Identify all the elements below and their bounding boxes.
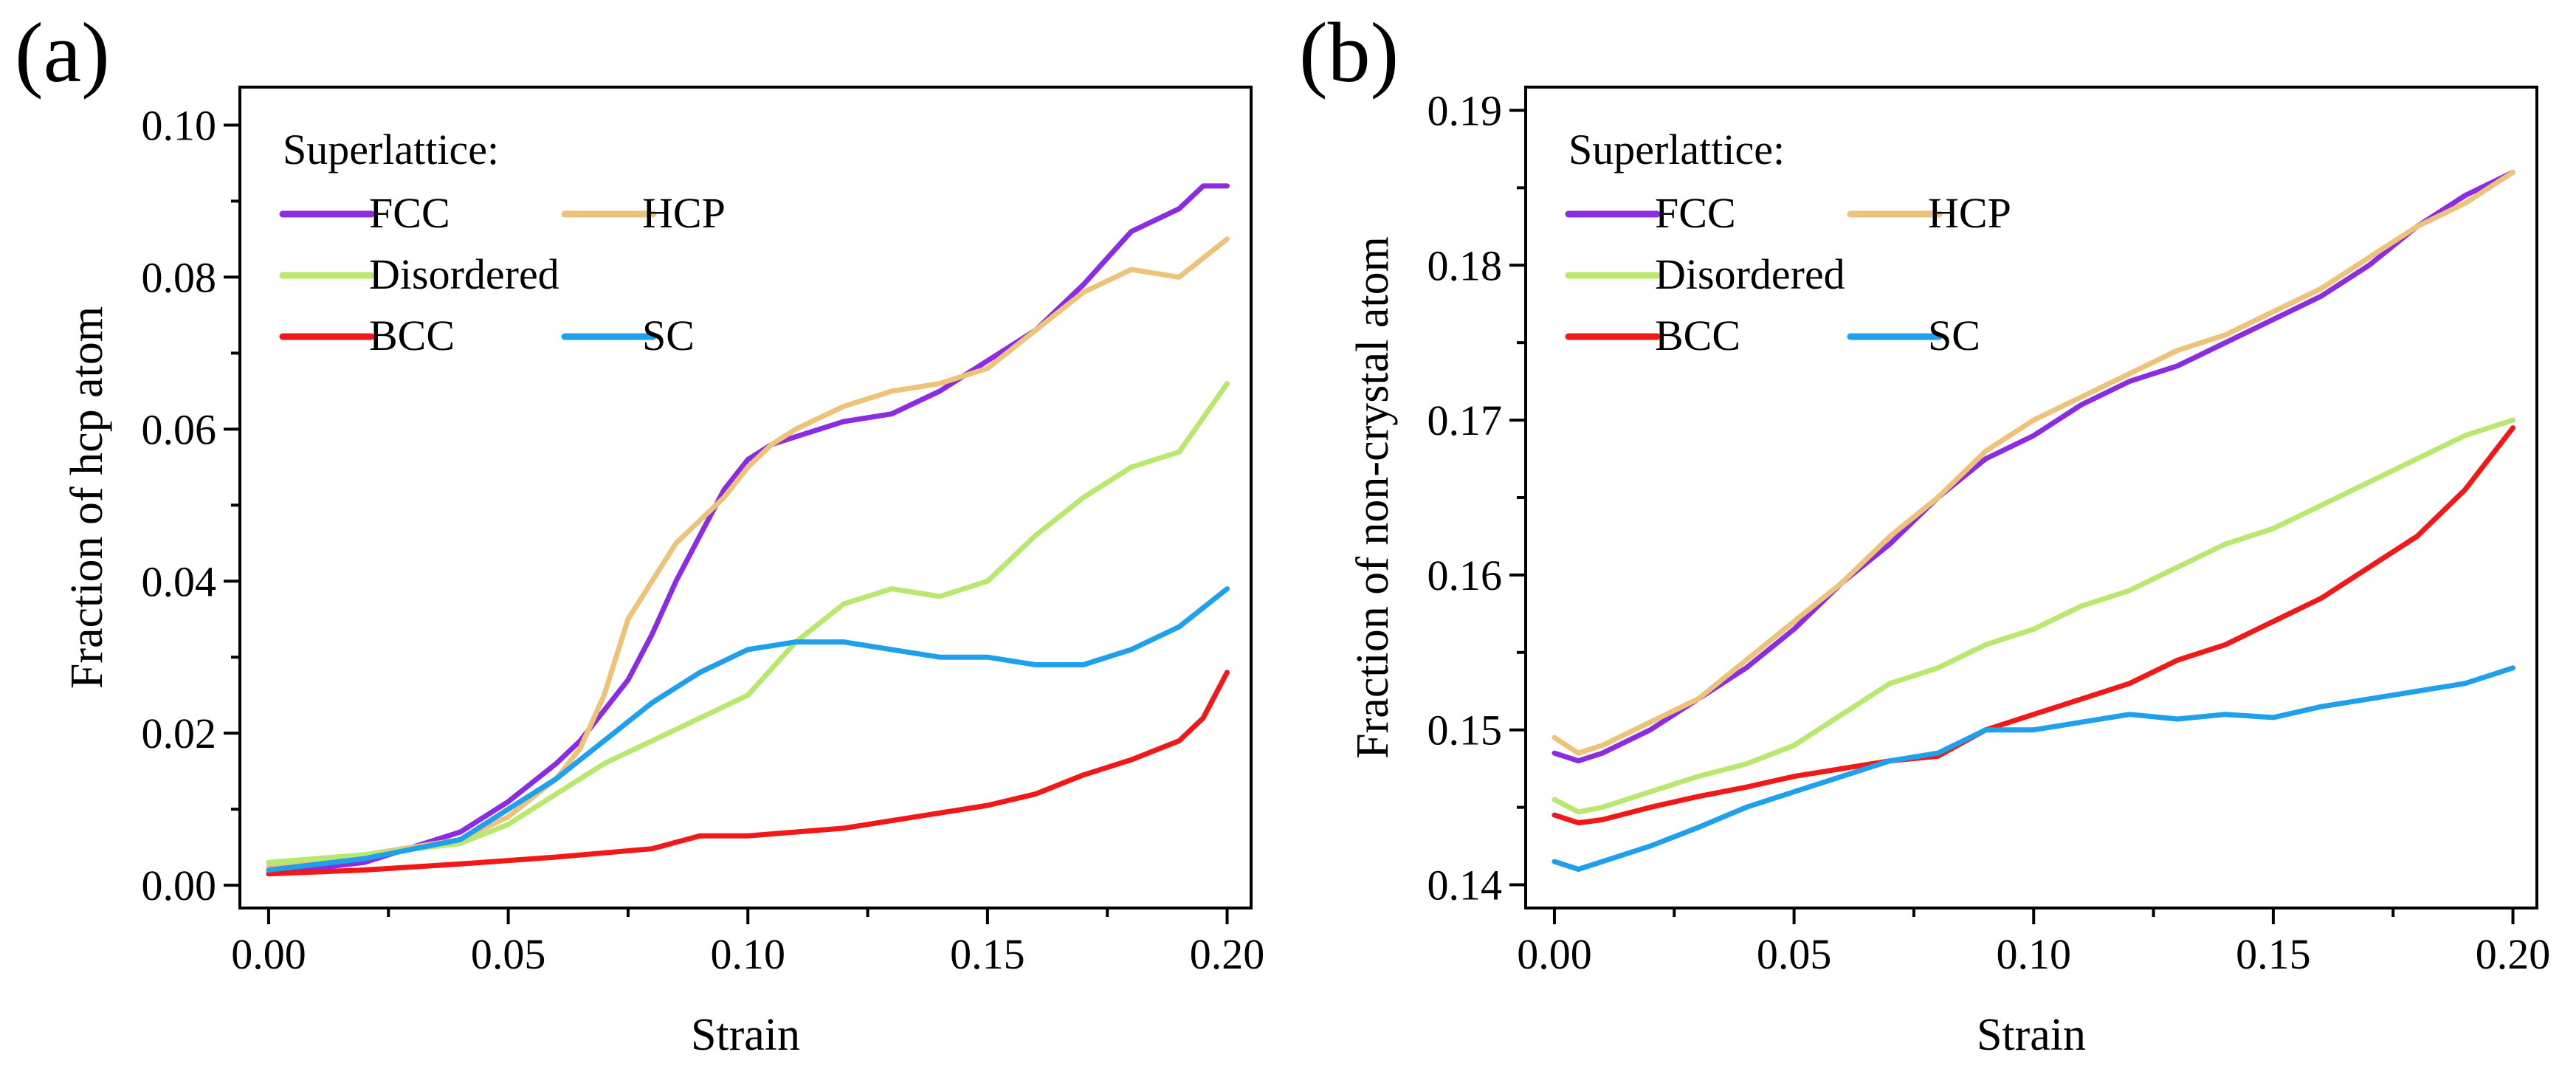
panel-a-x-tick-label: 0.05	[471, 930, 546, 978]
panel-a-x-tick-label: 0.20	[1190, 930, 1265, 978]
panel-b-y-axis-label: Fraction of non-crystal atom	[1348, 236, 1398, 759]
panel-b-legend-label-bcc: BCC	[1655, 312, 1740, 360]
panel-a-legend-label-fcc: FCC	[369, 189, 450, 237]
panel-b-series-sc	[1552, 665, 2515, 872]
panel-b-y-tick-label: 0.14	[1428, 862, 1503, 909]
panel-a-y-tick-label: 0.10	[142, 101, 217, 149]
panel-b-legend-label-sc: SC	[1928, 312, 1980, 360]
panel-a-legend-label-bcc: BCC	[369, 312, 455, 360]
panel-a-y-tick-label: 0.02	[142, 709, 217, 757]
panel-b-y-tick-label: 0.19	[1428, 86, 1503, 134]
panel-b-x-axis-label: Strain	[1977, 1010, 2086, 1060]
panel-a-plot-frame	[238, 86, 1253, 909]
panel-b-series-disordered	[1552, 417, 2515, 815]
panel-b-legend-title: Superlattice:	[1568, 125, 1785, 173]
panel-a-series-fcc	[266, 183, 1230, 877]
panel-b-y-tick-label: 0.16	[1428, 551, 1503, 599]
panel-a: (a) 0.00 0.05 0.10 0.15 0.20 0.00 0.02 0.04 0.06…	[15, 6, 1264, 1060]
panel-b-x-tick-label: 0.20	[2476, 930, 2551, 978]
panel-a-y-tick-label: 0.04	[142, 557, 217, 605]
panel-b-series-hcp	[1552, 169, 2515, 756]
panel-b-y-tick-label: 0.15	[1428, 706, 1503, 754]
panel-a-y-tick-label: 0.08	[142, 253, 217, 301]
panel-a-legend-label-sc: SC	[642, 312, 695, 360]
panel-a-y-tick-label: 0.00	[142, 862, 217, 909]
panel-b-x-tick-label: 0.15	[2236, 930, 2311, 978]
panel-a-series-disordered	[266, 381, 1230, 865]
panel-b-legend-label-disordered: Disordered	[1655, 250, 1845, 298]
panel-b-legend-label-hcp: HCP	[1928, 189, 2011, 237]
panel-a-y-axis-label: Fraction of hcp atom	[62, 306, 112, 689]
panel-b-y-tick-label: 0.17	[1428, 396, 1503, 444]
panel-b-letter: (b)	[1299, 6, 1399, 100]
panel-a-legend-label-disordered: Disordered	[369, 250, 559, 298]
panel-b-series-bcc	[1552, 425, 2515, 826]
panel-a-legend-label-hcp: HCP	[642, 189, 726, 237]
panel-b: (b) 0.00 0.05 0.10 0.15 0.20 0.14 0.15 0.16 0.17…	[1299, 6, 2550, 1060]
panel-a-x-tick-label: 0.00	[231, 930, 306, 978]
panel-b-x-tick-label: 0.10	[1996, 930, 2071, 978]
panel-a-x-axis-label: Strain	[691, 1010, 800, 1060]
panel-a-legend-title: Superlattice:	[283, 125, 499, 173]
panel-a-legend: Superlattice: FCC HCP Disordered BCC SC	[279, 125, 726, 360]
panel-b-x-tick-label: 0.00	[1517, 930, 1592, 978]
panel-b-series-fcc	[1552, 169, 2515, 764]
panel-a-x-tick-label: 0.10	[710, 930, 785, 978]
panel-a-x-tick-label: 0.15	[950, 930, 1025, 978]
panel-b-y-tick-label: 0.18	[1428, 241, 1503, 289]
panel-b-x-tick-label: 0.05	[1757, 930, 1832, 978]
panel-a-letter: (a)	[15, 6, 110, 100]
panel-a-series-sc	[266, 586, 1230, 873]
panel-b-legend-label-fcc: FCC	[1655, 189, 1736, 237]
panel-a-y-tick-label: 0.06	[142, 405, 217, 453]
panel-b-legend: Superlattice: FCC HCP Disordered BCC SC	[1565, 125, 2011, 360]
panel-a-series-bcc	[266, 670, 1230, 877]
